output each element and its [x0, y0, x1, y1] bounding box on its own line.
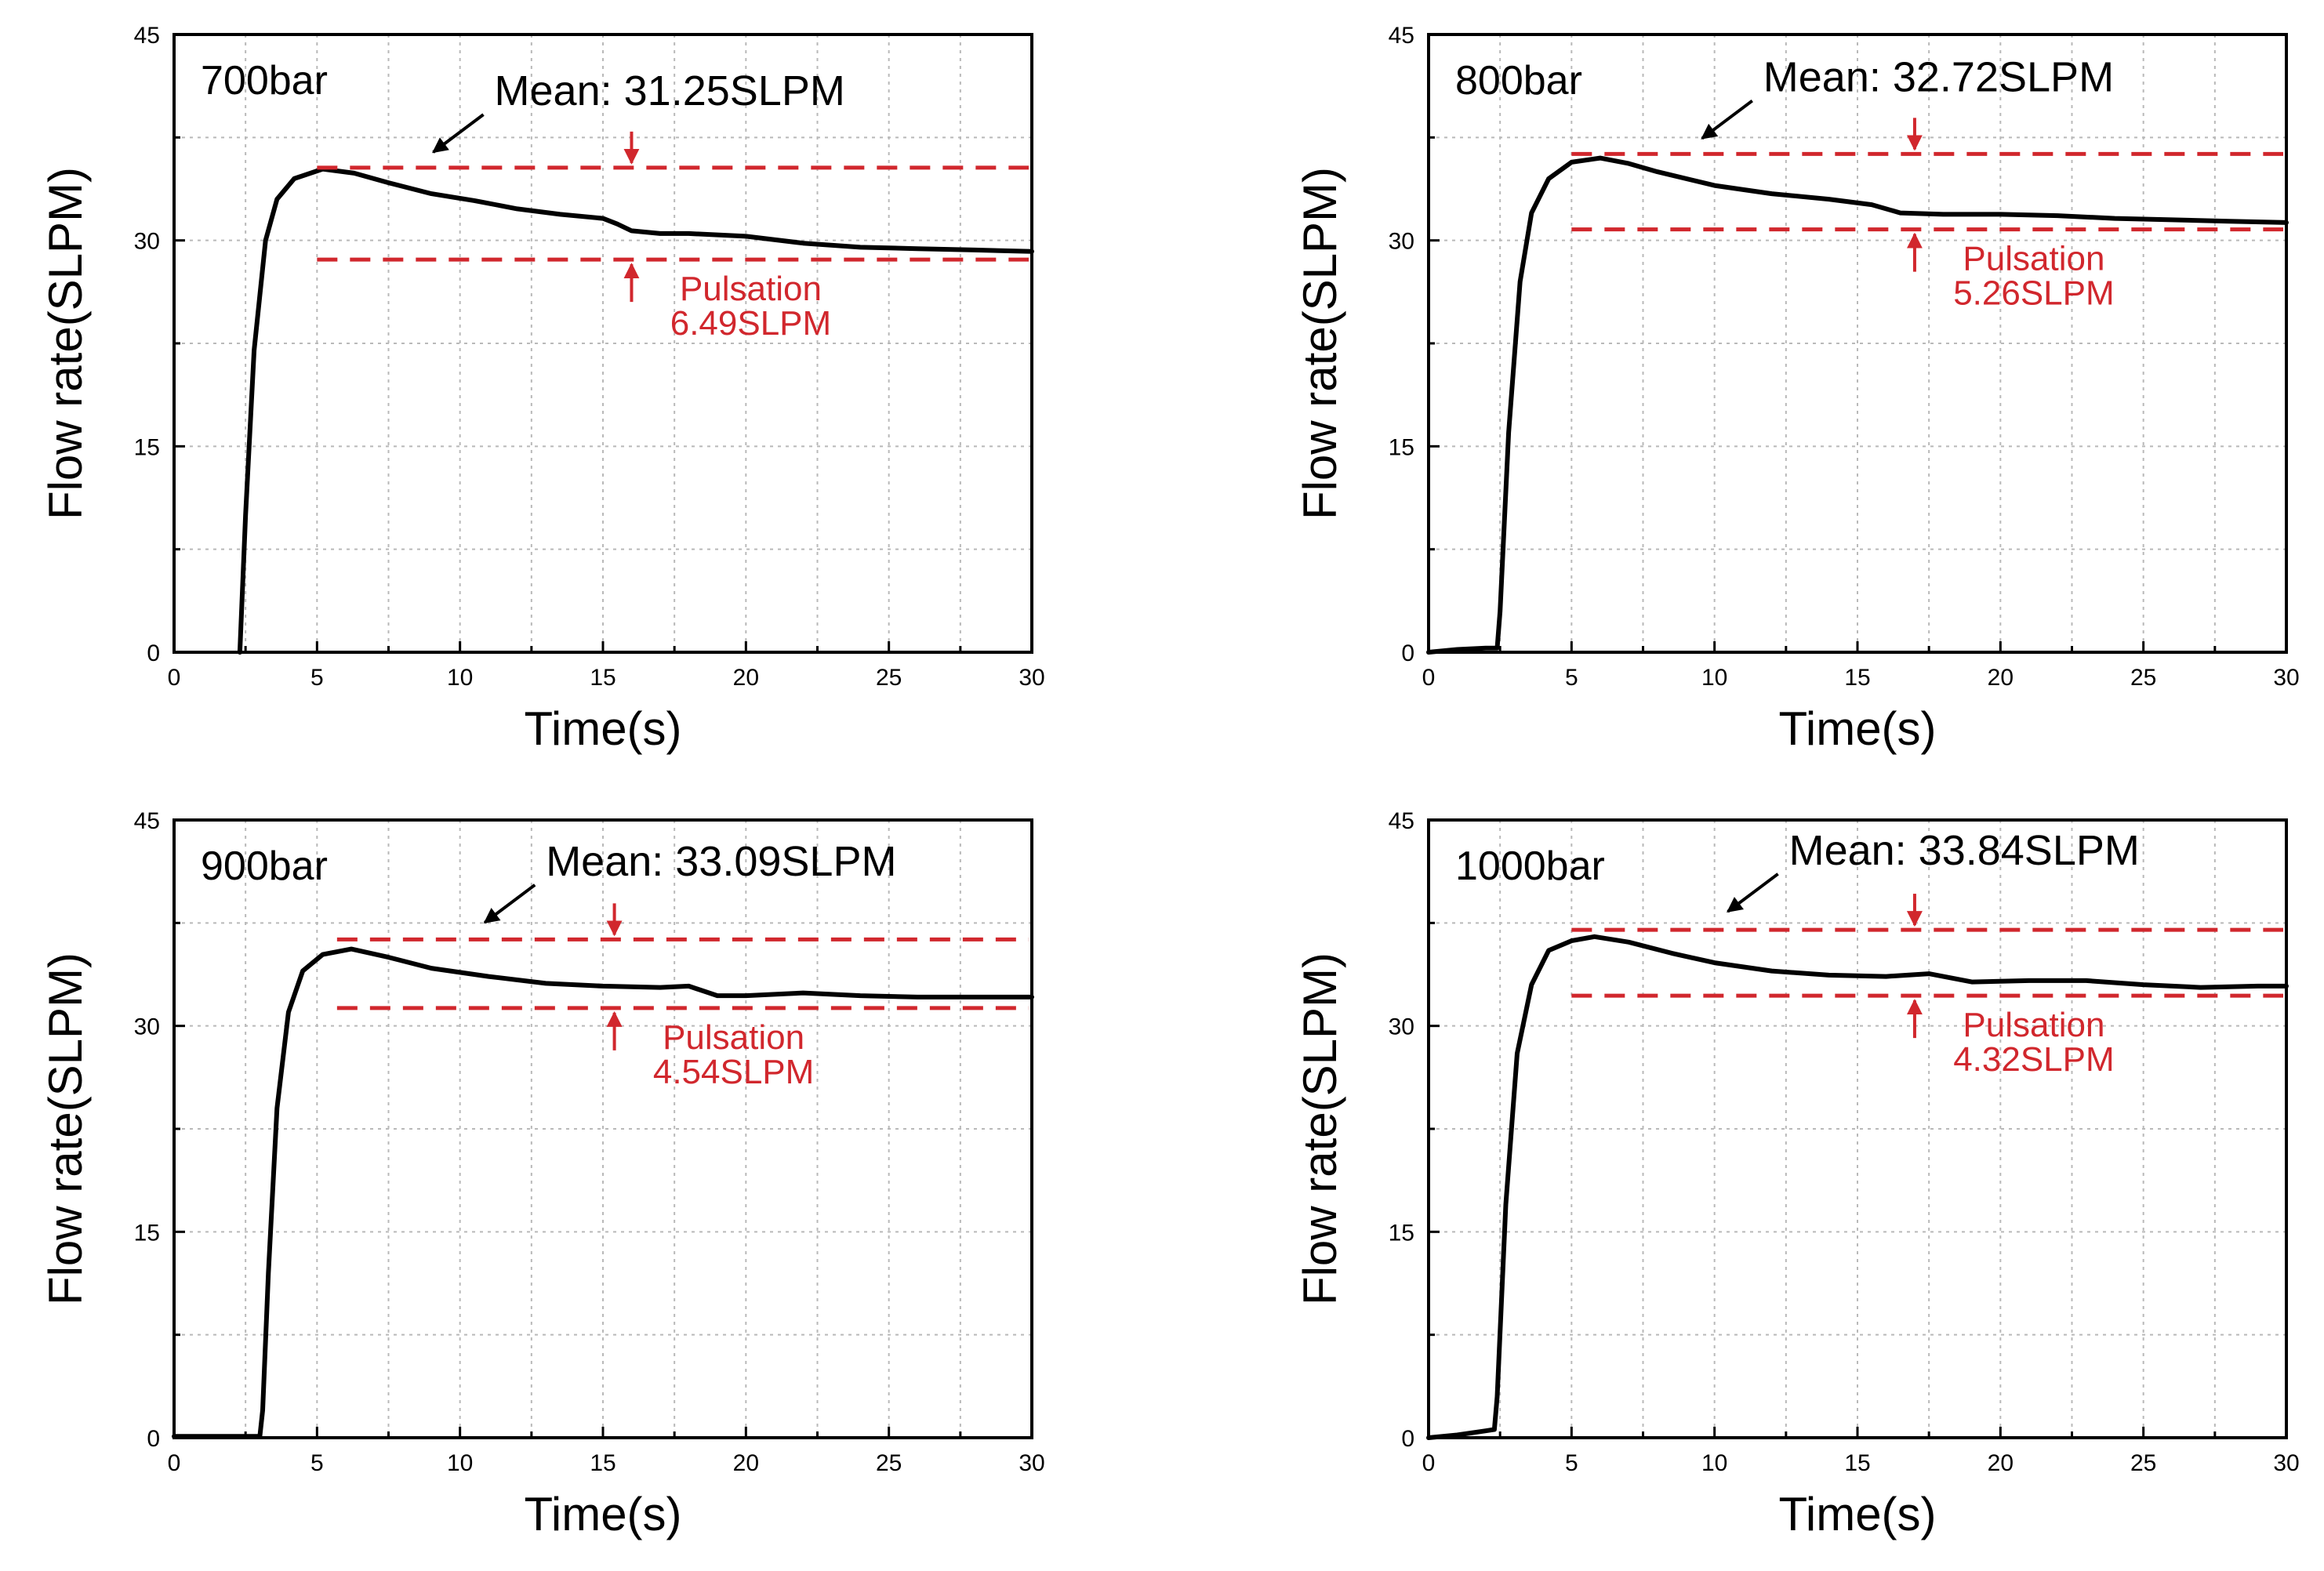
chart-1-x-tick-label: 5 — [310, 665, 324, 691]
chart-1-x-axis-label: Time(s) — [524, 702, 681, 755]
chart-4-y-tick-label: 0 — [1401, 1426, 1414, 1452]
chart-1-y-tick-label: 15 — [134, 434, 160, 460]
chart-2-x-tick-label: 25 — [2130, 665, 2156, 691]
chart-4-x-tick-label: 5 — [1565, 1450, 1578, 1476]
chart-3-y-tick-label: 30 — [134, 1014, 160, 1040]
chart-3-x-tick-label: 30 — [1019, 1450, 1044, 1476]
chart-1-x-tick-label: 30 — [1019, 665, 1044, 691]
chart-3-y-tick-label: 45 — [134, 808, 160, 834]
chart-3-x-tick-label: 10 — [447, 1450, 473, 1476]
chart-3-mean-label: Mean: 33.09SLPM — [546, 838, 896, 885]
chart-1-x-tick-label: 15 — [590, 665, 615, 691]
chart-2-x-tick-label: 10 — [1701, 665, 1727, 691]
chart-2-x-axis-label: Time(s) — [1778, 702, 1936, 755]
chart-2-pulsation-value: 5.26SLPM — [1953, 274, 2114, 313]
chart-2-y-axis-label: Flow rate(SLPM) — [1294, 167, 1346, 520]
chart-2-y-tick-label: 0 — [1401, 640, 1414, 666]
chart-1-y-tick-label: 0 — [147, 640, 160, 666]
chart-1-mean-label: Mean: 31.25SLPM — [495, 67, 845, 114]
chart-2-x-tick-label: 0 — [1422, 665, 1436, 691]
chart-3-x-tick-label: 0 — [168, 1450, 181, 1476]
chart-3-series-line-flow — [172, 946, 1034, 1439]
chart-3-y-axis-label: Flow rate(SLPM) — [39, 952, 92, 1305]
chart-3-x-tick-label: 25 — [876, 1450, 902, 1476]
chart-4-x-tick-label: 15 — [1844, 1450, 1870, 1476]
chart-3-x-axis-label: Time(s) — [524, 1488, 681, 1540]
chart-4-x-tick-label: 0 — [1422, 1450, 1436, 1476]
chart-2-x-tick-label: 30 — [2273, 665, 2299, 691]
chart-2-pressure-label: 800bar — [1455, 58, 1582, 103]
chart-2-series-line-flow — [1426, 155, 2289, 655]
chart-1-x-tick-label: 25 — [876, 665, 902, 691]
chart-3-pressure-label: 900bar — [201, 844, 328, 889]
chart-4-x-tick-label: 25 — [2130, 1450, 2156, 1476]
chart-2-y-tick-label: 15 — [1389, 434, 1414, 460]
chart-4-y-tick-label: 45 — [1389, 808, 1414, 834]
chart-2-y-tick-label: 30 — [1389, 229, 1414, 255]
chart-4-x-tick-label: 10 — [1701, 1450, 1727, 1476]
chart-4-pulsation-value: 4.32SLPM — [1953, 1040, 2114, 1079]
chart-2-x-tick-label: 20 — [1988, 665, 2014, 691]
chart-3-y-tick-label: 0 — [147, 1426, 160, 1452]
chart-4-mean-arrow-icon — [1727, 873, 1779, 913]
chart-3-mean-arrow-icon — [483, 883, 536, 924]
chart-1-series-line-flow — [237, 166, 1034, 655]
chart-3-pulsation-value: 4.54SLPM — [653, 1053, 814, 1091]
chart-1-panel: 0 5 10 15 20 25 30 0 15 30 45 Time(s) Flow rate(SLPM… — [39, 23, 1045, 755]
chart-4-y-tick-label: 30 — [1389, 1014, 1414, 1040]
chart-2-panel: 0 5 10 15 20 25 30 0 15 30 45 Time(s) Flow rate(SLPM… — [1294, 23, 2300, 755]
chart-1-y-tick-label: 45 — [134, 23, 160, 49]
chart-1-y-axis-label: Flow rate(SLPM) — [39, 167, 92, 520]
chart-4-x-axis-label: Time(s) — [1778, 1488, 1936, 1540]
chart-3-panel: 0 5 10 15 20 25 30 0 15 30 45 Time(s) Flow rate(SLPM… — [39, 808, 1045, 1540]
chart-2-x-tick-label: 5 — [1565, 665, 1578, 691]
chart-1-x-tick-label: 0 — [168, 665, 181, 691]
chart-2-pulsation-label: Pulsation — [1963, 240, 2104, 278]
chart-3-x-tick-label: 5 — [310, 1450, 324, 1476]
chart-1-pulsation-value: 6.49SLPM — [670, 304, 831, 343]
chart-1-x-tick-label: 20 — [733, 665, 759, 691]
chart-4-x-tick-label: 30 — [2273, 1450, 2299, 1476]
chart-4-y-tick-label: 15 — [1389, 1220, 1414, 1246]
chart-3-x-tick-label: 20 — [733, 1450, 759, 1476]
chart-4-series-line-flow — [1426, 934, 2289, 1440]
chart-3-x-tick-label: 15 — [590, 1450, 615, 1476]
chart-4-panel: 0 5 10 15 20 25 30 0 15 30 45 Time(s) Flow rate(SLPM… — [1294, 808, 2300, 1540]
chart-4-pressure-label: 1000bar — [1455, 844, 1605, 889]
chart-4-mean-label: Mean: 33.84SLPM — [1789, 827, 2140, 874]
chart-1-x-tick-label: 10 — [447, 665, 473, 691]
chart-4-pulsation-label: Pulsation — [1963, 1006, 2104, 1044]
chart-1-pulsation-label: Pulsation — [680, 270, 822, 308]
chart-1-y-tick-label: 30 — [134, 229, 160, 255]
chart-1-pressure-label: 700bar — [201, 58, 328, 103]
chart-2-y-tick-label: 45 — [1389, 23, 1414, 49]
chart-2-mean-arrow-icon — [1701, 99, 1753, 140]
chart-2-mean-label: Mean: 32.72SLPM — [1763, 54, 2114, 101]
chart-2-x-tick-label: 15 — [1844, 665, 1870, 691]
chart-1-mean-arrow-icon — [431, 113, 485, 154]
chart-4-x-tick-label: 20 — [1988, 1450, 2014, 1476]
chart-3-y-tick-label: 15 — [134, 1220, 160, 1246]
chart-3-pulsation-label: Pulsation — [663, 1018, 804, 1057]
chart-4-y-axis-label: Flow rate(SLPM) — [1294, 952, 1346, 1305]
